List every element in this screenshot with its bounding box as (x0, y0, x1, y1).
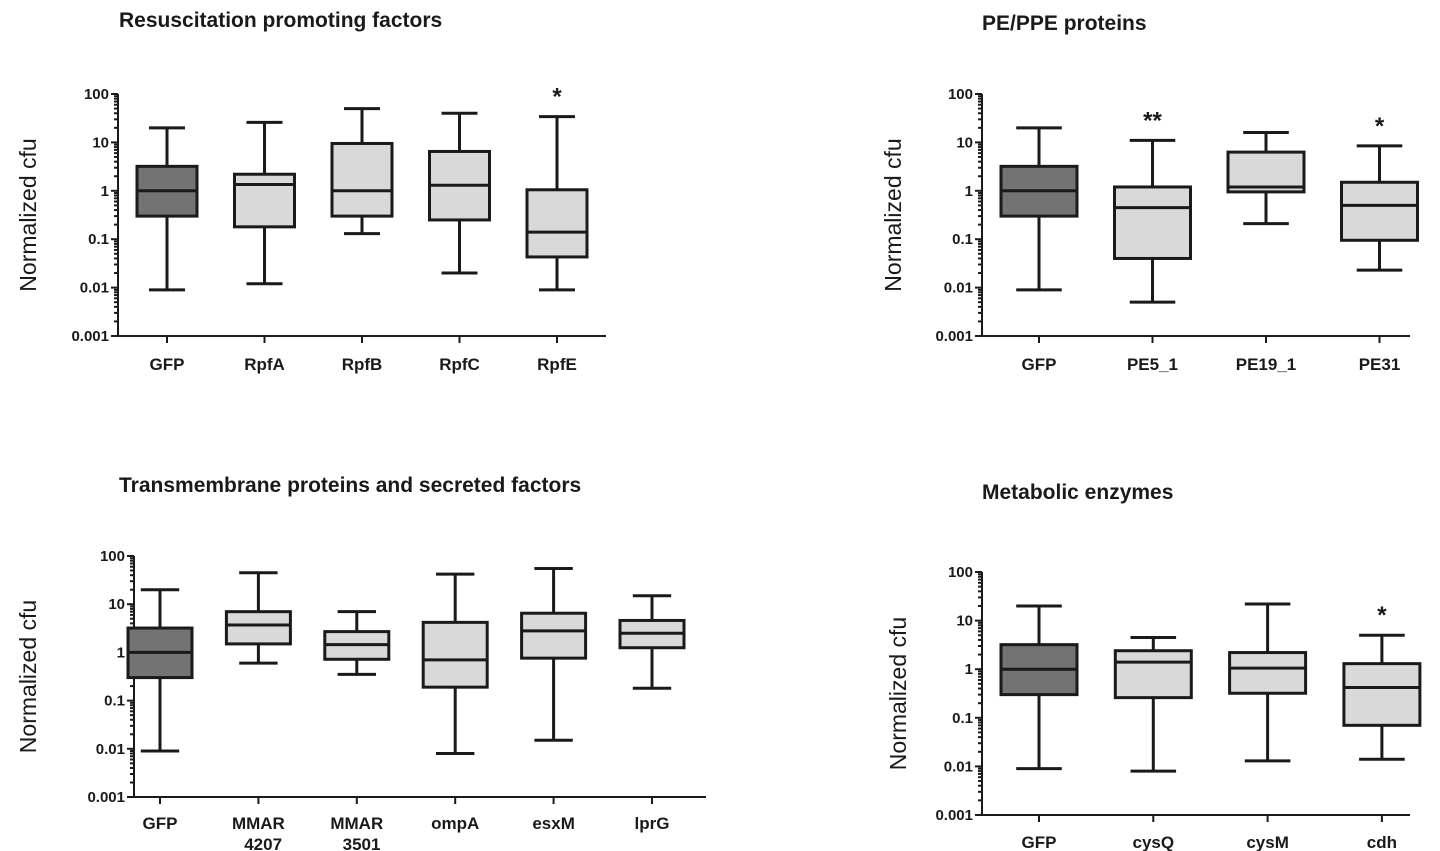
panel-2-significance-marker: ** (1143, 107, 1162, 134)
panel-4-category-label: cysM (1246, 833, 1289, 851)
panel-2-ytick-label: 0.01 (944, 280, 973, 297)
panel-4-ylabel: Normalized cfu (885, 617, 911, 770)
panel-1-category-label: RpfA (244, 355, 285, 374)
panel-1-ylabel: Normalized cfu (15, 138, 41, 291)
panel-3-box-3 (421, 620, 489, 689)
panel-3-ytick-label: 10 (108, 596, 125, 613)
panel-4-significance-marker: * (1377, 602, 1387, 629)
panel-1-ytick-label: 0.1 (88, 231, 109, 248)
panel-2-ytick-label: 0.001 (935, 328, 973, 345)
panel-3-category-label: esxM (532, 814, 575, 833)
panel-4-box-2 (1228, 651, 1308, 695)
panel-4-ytick-label: 100 (948, 564, 973, 581)
panel-1-box-2 (330, 141, 394, 218)
panel-4-ytick-label: 10 (956, 613, 973, 630)
panel-4-category-label: cdh (1367, 833, 1397, 851)
panel-2-box-1 (1113, 185, 1192, 260)
panel-4-ytick-label: 0.1 (952, 710, 973, 727)
panel-1-category-label: RpfC (439, 355, 480, 374)
panel-3-ylabel: Normalized cfu (15, 600, 41, 753)
panel-1-category-label: RpfE (537, 355, 577, 374)
panel-1-ytick-label: 100 (84, 86, 109, 103)
panel-2-title: PE/PPE proteins (982, 12, 1147, 35)
panel-1-category-label: RpfB (342, 355, 383, 374)
panel-1-ytick-label: 10 (92, 134, 109, 151)
panel-2-ylabel: Normalized cfu (880, 138, 906, 291)
panel-2-box-2 (1226, 150, 1306, 194)
panel-2-ytick-label: 1 (965, 183, 973, 200)
panel-3-category-label: lprG (635, 814, 670, 833)
panel-3-category-label: _4207 (234, 835, 282, 851)
panel-3-ytick-label: 0.1 (104, 693, 125, 710)
panel-2-ytick-label: 10 (956, 134, 973, 151)
panel-4-ytick-label: 0.01 (944, 758, 973, 775)
panel-3-ytick-label: 1 (117, 644, 125, 661)
panel-2-category-label: PE31 (1359, 355, 1401, 374)
panel-1-box-4 (525, 188, 589, 259)
panel-4-ytick-label: 1 (965, 661, 973, 678)
panel-2-significance-marker: * (1375, 113, 1385, 140)
panel-4-title: Metabolic enzymes (982, 481, 1173, 504)
panel-3-box-1 (224, 610, 292, 646)
panel-4-category-label: GFP (1022, 833, 1057, 851)
panel-2-ytick-label: 100 (948, 86, 973, 103)
panel-3-ytick-label: 0.01 (96, 741, 125, 758)
panel-1-ytick-label: 0.001 (71, 328, 109, 345)
panel-1-category-label: GFP (150, 355, 185, 374)
panel-3-category-label: GFP (143, 814, 178, 833)
panel-2-box-3 (1340, 180, 1419, 242)
panel-3-ytick-label: 100 (100, 548, 125, 565)
panel-1-ytick-label: 1 (101, 183, 109, 200)
panel-3-category-label: ompA (431, 814, 479, 833)
panel-4-category-label: cysQ (1133, 833, 1175, 851)
panel-4-box-3 (1342, 662, 1422, 727)
panel-4-ytick-label: 0.001 (935, 807, 973, 824)
panel-4-box-1 (1113, 649, 1193, 700)
panel-1-significance-marker: * (552, 84, 562, 111)
panel-2-category-label: GFP (1022, 355, 1057, 374)
panel-3-title: Transmembrane proteins and secreted fact… (119, 474, 581, 497)
panel-3-category-label: MMAR (232, 814, 285, 833)
panel-1-box-1 (233, 172, 296, 229)
panel-1-ytick-label: 0.01 (80, 280, 109, 297)
panel-3-category-label: MMAR (330, 814, 383, 833)
panel-3-ytick-label: 0.001 (87, 789, 125, 806)
panel-2-category-label: PE5_1 (1127, 355, 1178, 374)
panel-3-category-label: _3501 (332, 835, 380, 851)
panel-3-box-4 (520, 611, 588, 660)
panel-2-category-label: PE19_1 (1236, 355, 1297, 374)
panel-2-ytick-label: 0.1 (952, 231, 973, 248)
panel-1-title: Resuscitation promoting factors (119, 9, 442, 32)
